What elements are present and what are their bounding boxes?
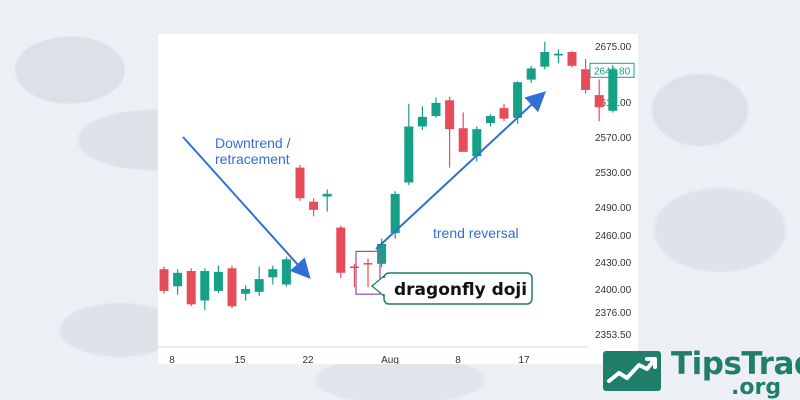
dragonfly-doji-label: dragonfly doji <box>394 280 527 300</box>
reversal-arrow <box>375 91 546 250</box>
downtrend-label: retracement <box>215 151 290 167</box>
candle-body <box>540 52 550 67</box>
candle-body <box>608 69 618 111</box>
candle-body <box>485 116 495 123</box>
candle-body <box>227 268 237 307</box>
x-tick-label: 8 <box>169 355 175 364</box>
y-tick-label: 2675.00 <box>595 42 632 53</box>
tipstrade-logo: TipsTrade .org <box>603 345 800 400</box>
candlestick-chart-card: 2675.002610.002570.002530.002490.002460.… <box>158 34 638 364</box>
logo-chart-icon <box>603 351 661 391</box>
candle-body <box>526 68 536 80</box>
doji-highlight-box <box>355 250 381 295</box>
candle-body <box>377 244 387 264</box>
doji-callout-join <box>382 278 386 294</box>
candle-body <box>404 126 414 183</box>
candle-body <box>268 269 278 278</box>
candle-body <box>186 271 196 305</box>
x-tick-label: Aug <box>381 355 399 364</box>
candle-body <box>499 108 509 119</box>
candle-body <box>213 271 223 291</box>
y-tick-label: 2400.00 <box>595 285 632 296</box>
x-tick-label: 22 <box>302 355 314 364</box>
candle-body <box>594 95 604 108</box>
candle-body <box>309 201 319 210</box>
candle-body <box>567 52 577 66</box>
y-tick-label: 2376.00 <box>595 308 632 319</box>
y-tick-label: 2430.00 <box>595 258 632 269</box>
candle-body <box>431 102 441 116</box>
candle-body <box>281 259 291 285</box>
candle-body <box>553 53 563 56</box>
candle-body <box>173 272 183 287</box>
logo-name: TipsTrade <box>671 346 800 382</box>
candle-body <box>472 129 482 157</box>
y-tick-label: 2353.50 <box>595 330 632 341</box>
x-tick-label: 17 <box>518 355 530 364</box>
candle-body <box>458 128 468 152</box>
y-tick-label: 2570.00 <box>595 133 632 144</box>
candle-body <box>200 271 210 301</box>
x-tick-label: 15 <box>234 355 246 364</box>
candle-body <box>295 167 305 199</box>
candle-body <box>581 69 591 90</box>
candle-body <box>159 269 169 291</box>
candlestick-chart: 2675.002610.002570.002530.002490.002460.… <box>158 41 635 364</box>
candle-body <box>349 266 359 268</box>
candle-body <box>322 193 332 197</box>
logo-domain: .org <box>731 375 782 400</box>
trend-reversal-label: trend reversal <box>433 225 519 241</box>
y-tick-label: 2460.00 <box>595 231 632 242</box>
downtrend-arrow <box>182 136 311 279</box>
candle-body <box>241 289 251 294</box>
y-tick-label: 2530.00 <box>595 168 632 179</box>
candle-body <box>254 279 264 292</box>
downtrend-label: Downtrend / <box>215 135 291 151</box>
candle-body <box>417 116 427 127</box>
candle-body <box>390 193 400 234</box>
y-tick-label: 2490.00 <box>595 203 632 214</box>
candle-body <box>336 227 346 273</box>
candle-body <box>513 82 523 118</box>
candle-body <box>445 100 455 130</box>
x-tick-label: 8 <box>455 355 461 364</box>
